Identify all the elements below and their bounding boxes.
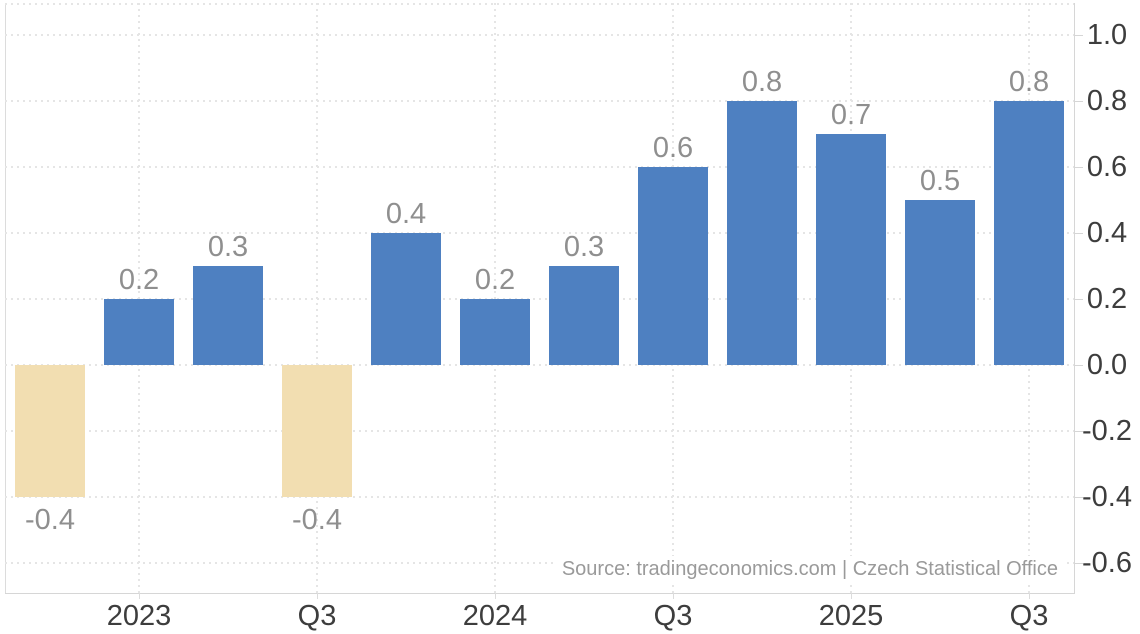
bar[interactable] xyxy=(282,365,352,497)
h-gridline xyxy=(5,430,1074,432)
bar-value-label: 0.8 xyxy=(741,66,783,98)
bar-value-label: 0.4 xyxy=(385,198,427,230)
plot-area[interactable]: -0.4 0.2 0.3 -0.4 0.4 0.2 0.3 0.6 0.8 0.7 0.5 0.8 xyxy=(5,3,1075,594)
y-tick-mark xyxy=(1075,35,1083,36)
h-gridline xyxy=(5,232,1074,234)
y-tick-mark xyxy=(1075,365,1083,366)
v-gridline xyxy=(316,3,318,593)
y-tick-mark xyxy=(1075,233,1083,234)
bar[interactable] xyxy=(638,167,708,365)
x-tick-mark xyxy=(851,593,852,599)
h-gridline xyxy=(5,562,1074,564)
source-attribution: Source: tradingeconomics.com | Czech Sta… xyxy=(553,556,1066,582)
y-tick-label: 0.0 xyxy=(1086,349,1128,381)
bar[interactable] xyxy=(816,134,886,365)
y-tick-mark xyxy=(1075,563,1083,564)
bar-value-label: -0.4 xyxy=(292,504,342,536)
h-gridline xyxy=(5,364,1074,366)
y-tick-label: 0.6 xyxy=(1086,151,1128,183)
bar-value-label: 0.3 xyxy=(563,231,605,263)
x-tick-label: Q3 xyxy=(653,600,693,632)
x-tick-label: 2023 xyxy=(106,600,172,632)
y-tick-label: 1.0 xyxy=(1086,19,1128,51)
h-gridline xyxy=(5,496,1074,498)
bar-value-label: 0.5 xyxy=(919,165,961,197)
h-gridline xyxy=(5,298,1074,300)
v-gridline xyxy=(138,3,140,593)
bar-value-label: 0.2 xyxy=(118,264,160,296)
bar-value-label: 0.3 xyxy=(207,231,249,263)
x-tick-mark xyxy=(1029,593,1030,599)
y-tick-mark xyxy=(1075,299,1083,300)
y-tick-mark xyxy=(1075,497,1083,498)
y-tick-mark xyxy=(1075,431,1083,432)
y-tick-label: 0.8 xyxy=(1086,85,1128,117)
x-tick-mark xyxy=(317,593,318,599)
bar-value-label: 0.7 xyxy=(830,99,872,131)
bar[interactable] xyxy=(549,266,619,365)
y-tick-mark xyxy=(1075,167,1083,168)
bar[interactable] xyxy=(104,299,174,365)
bar[interactable] xyxy=(460,299,530,365)
bar[interactable] xyxy=(727,101,797,365)
y-tick-label: 0.2 xyxy=(1086,283,1128,315)
bar-value-label: 0.6 xyxy=(652,132,694,164)
x-tick-label: 2025 xyxy=(818,600,884,632)
x-tick-mark xyxy=(673,593,674,599)
h-gridline xyxy=(5,34,1074,36)
bar-value-label: -0.4 xyxy=(25,504,75,536)
x-tick-label: 2024 xyxy=(462,600,528,632)
x-tick-label: Q3 xyxy=(1009,600,1049,632)
bar-value-label: 0.2 xyxy=(474,264,516,296)
y-tick-mark xyxy=(1075,101,1083,102)
x-tick-mark xyxy=(495,593,496,599)
x-tick-mark xyxy=(139,593,140,599)
h-gridline xyxy=(5,100,1074,102)
h-gridline xyxy=(5,166,1074,168)
bar[interactable] xyxy=(193,266,263,365)
y-tick-label: -0.6 xyxy=(1082,547,1132,579)
bar[interactable] xyxy=(15,365,85,497)
bar[interactable] xyxy=(905,200,975,365)
y-tick-label: -0.2 xyxy=(1082,415,1132,447)
y-tick-label: 0.4 xyxy=(1086,217,1128,249)
x-tick-label: Q3 xyxy=(297,600,337,632)
y-tick-label: -0.4 xyxy=(1082,481,1132,513)
plot-top-border xyxy=(5,3,1074,5)
bar[interactable] xyxy=(371,233,441,365)
bar[interactable] xyxy=(994,101,1064,365)
v-gridline xyxy=(494,3,496,593)
bar-value-label: 0.8 xyxy=(1008,66,1050,98)
